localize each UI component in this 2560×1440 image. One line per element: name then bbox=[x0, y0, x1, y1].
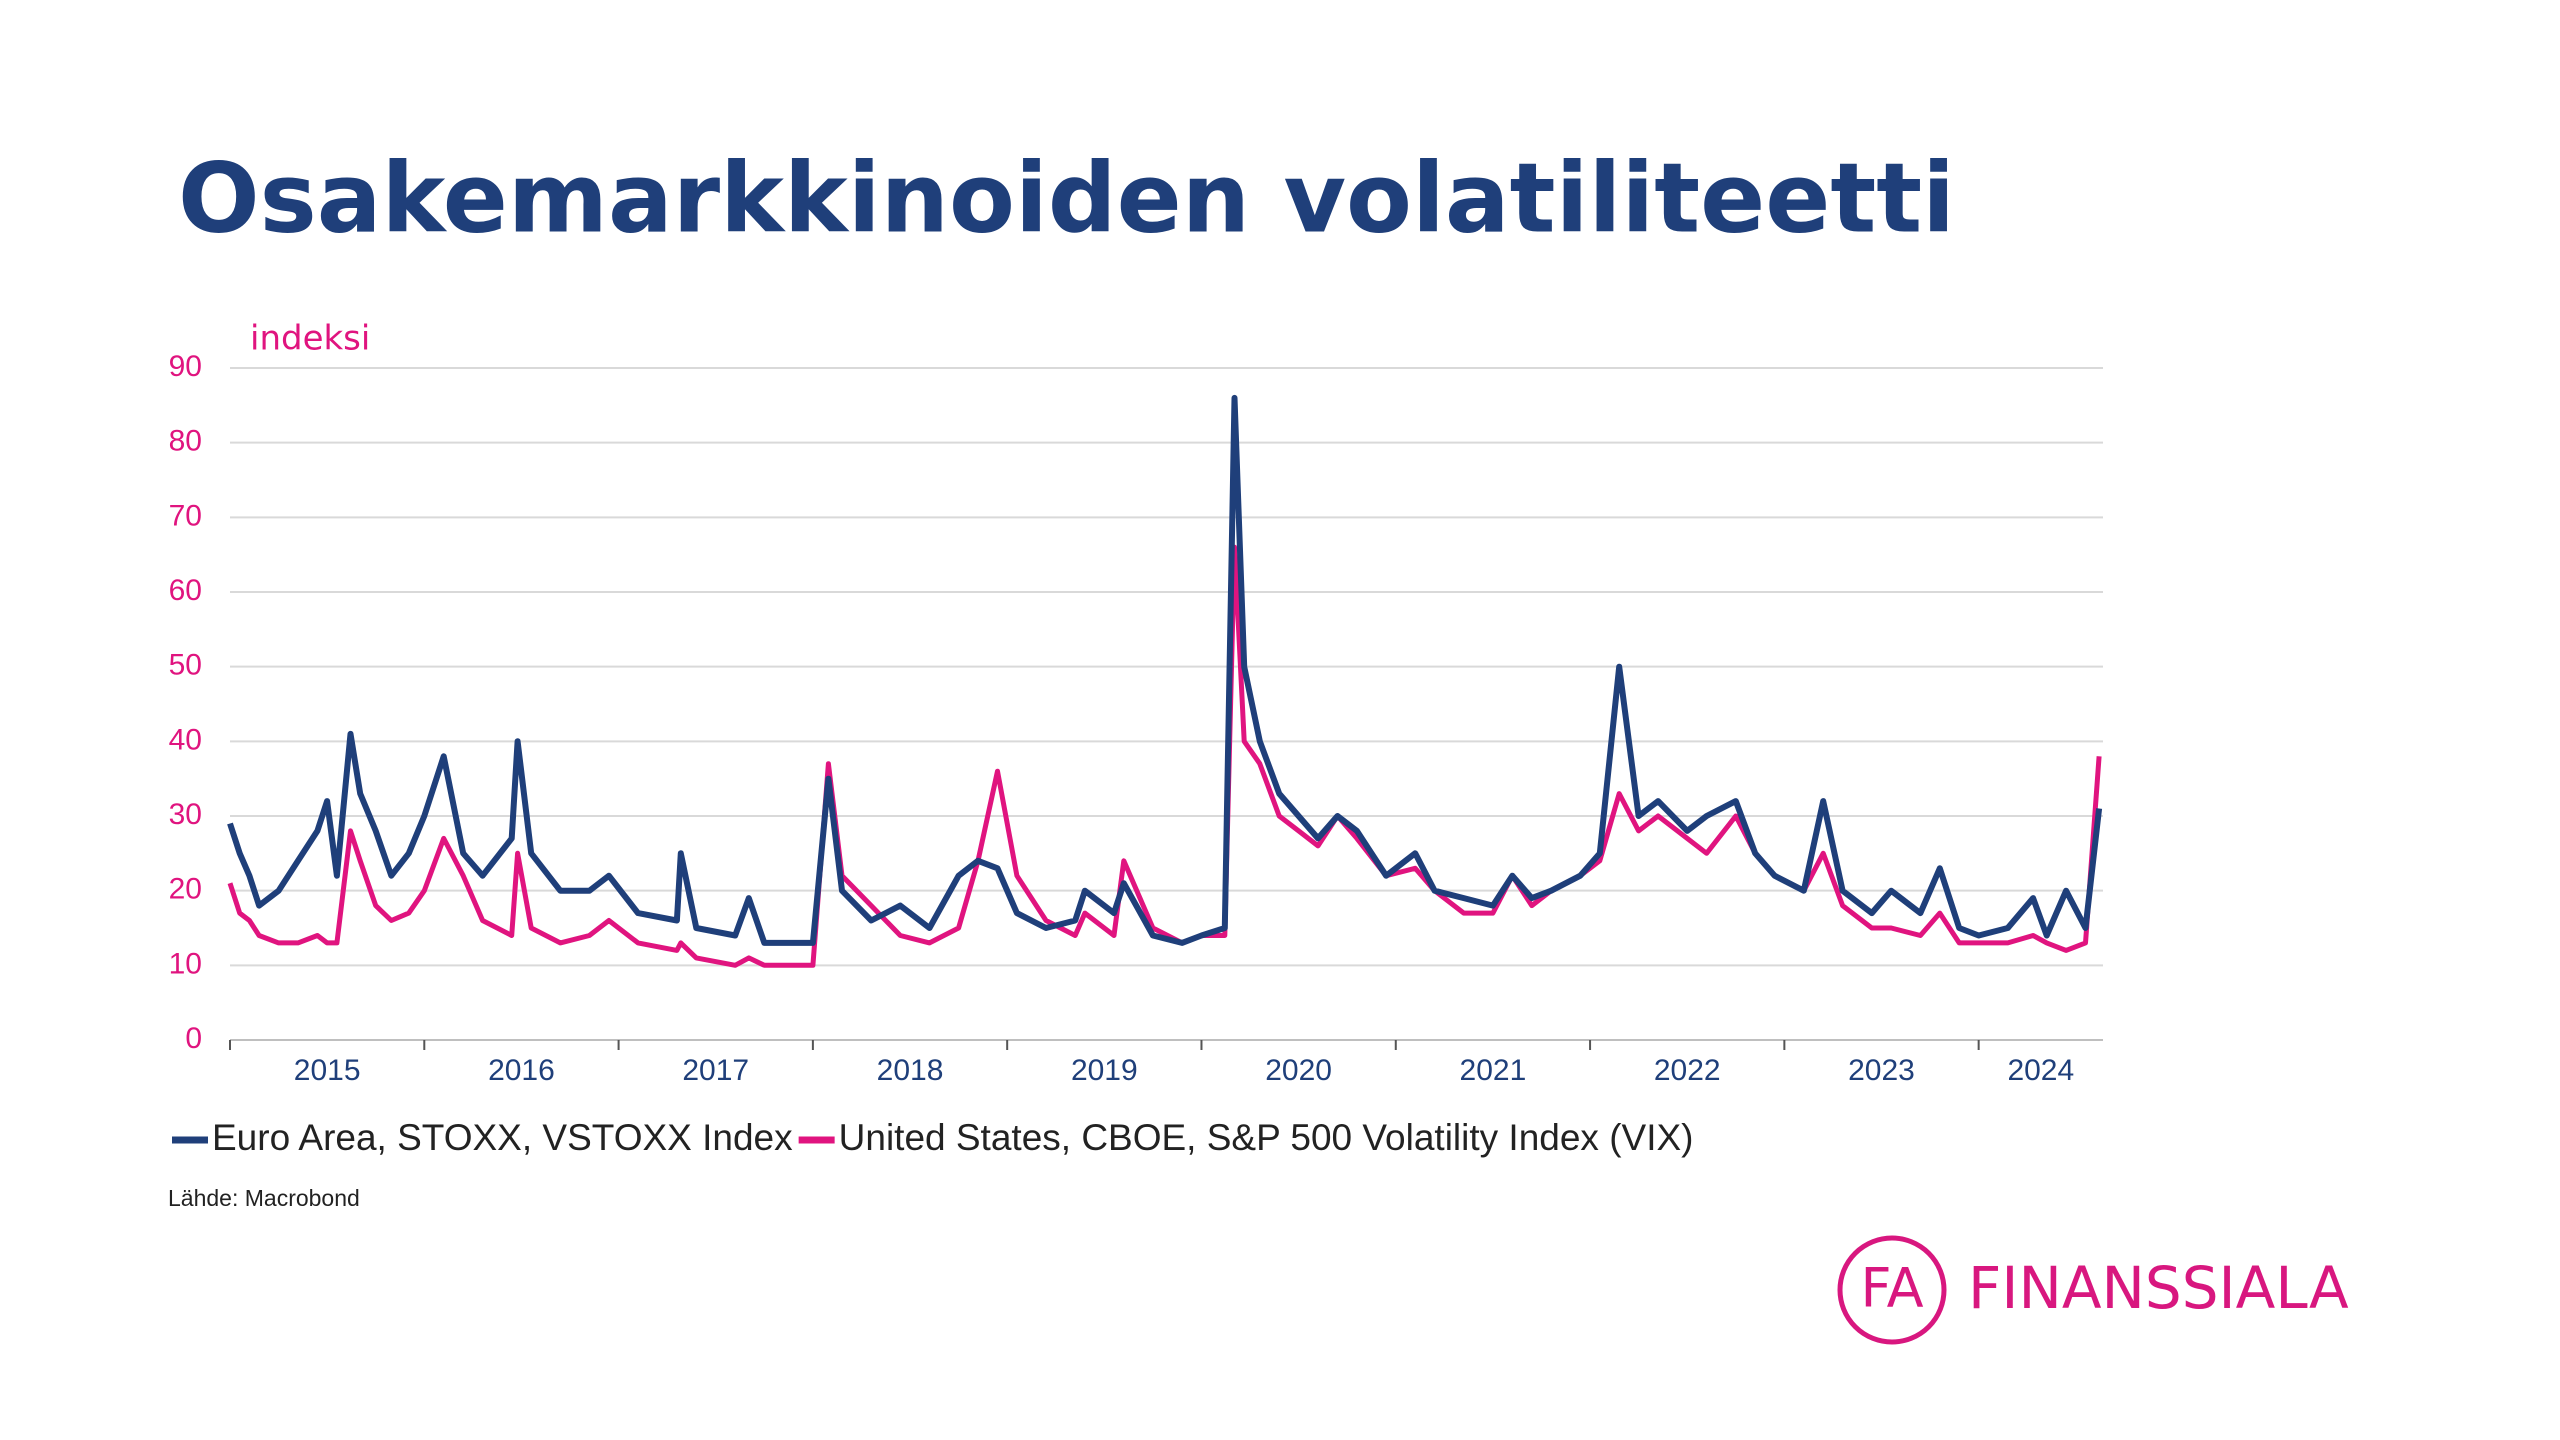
chart-title: Osakemarkkinoiden volatiliteetti bbox=[178, 142, 1955, 254]
y-tick-label: 90 bbox=[169, 350, 202, 383]
y-axis-label: indeksi bbox=[250, 319, 370, 359]
y-tick-label: 30 bbox=[169, 798, 202, 831]
legend-label: Euro Area, STOXX, VSTOXX Index bbox=[212, 1117, 793, 1158]
logo-circle bbox=[1837, 1235, 1947, 1345]
y-tick-label: 40 bbox=[169, 723, 202, 756]
x-tick-label: 2022 bbox=[1654, 1054, 1721, 1087]
logo-name: FINANSSIALA bbox=[1968, 1254, 2349, 1322]
x-tick-label: 2015 bbox=[294, 1054, 361, 1087]
logo-mark: FA bbox=[1860, 1257, 1923, 1320]
y-tick-label: 10 bbox=[169, 947, 202, 980]
x-tick-label: 2021 bbox=[1460, 1054, 1527, 1087]
x-tick-label: 2024 bbox=[2007, 1054, 2074, 1087]
x-tick-label: 2017 bbox=[682, 1054, 749, 1087]
y-tick-label: 20 bbox=[169, 873, 202, 906]
x-tick-label: 2020 bbox=[1265, 1054, 1332, 1087]
y-tick-label: 80 bbox=[169, 425, 202, 458]
x-tick-label: 2019 bbox=[1071, 1054, 1138, 1087]
y-tick-label: 50 bbox=[169, 649, 202, 682]
logo: FA FINANSSIALA bbox=[1837, 1235, 2349, 1345]
y-tick-label: 0 bbox=[185, 1022, 202, 1055]
y-tick-label: 60 bbox=[169, 574, 202, 607]
x-tick-label: 2016 bbox=[488, 1054, 555, 1087]
x-tick-label: 2018 bbox=[877, 1054, 944, 1087]
x-tick-label: 2023 bbox=[1848, 1054, 1915, 1087]
y-tick-label: 70 bbox=[169, 499, 202, 532]
series-line bbox=[227, 394, 2103, 946]
legend-label: United States, CBOE, S&P 500 Volatility … bbox=[839, 1117, 1694, 1158]
source-note: Lähde: Macrobond bbox=[168, 1185, 360, 1211]
